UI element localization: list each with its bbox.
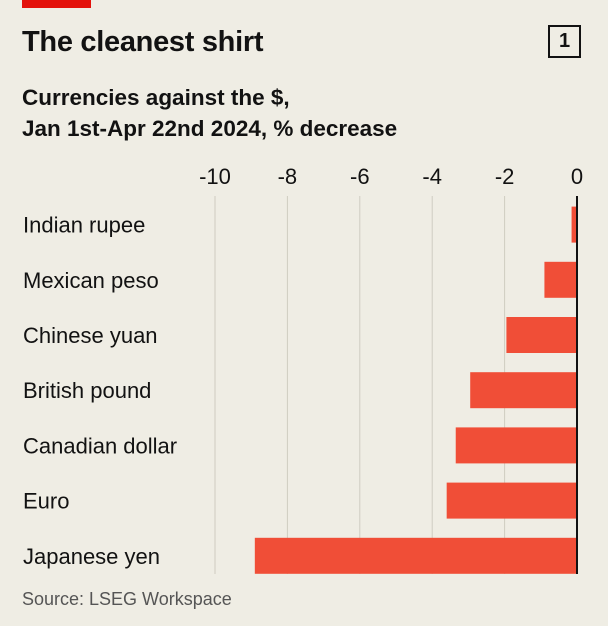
bar (544, 261, 577, 298)
chart-number-badge: 1 (548, 25, 581, 58)
category-label: Japanese yen (23, 544, 160, 569)
bar (446, 482, 577, 519)
x-tick-label: 0 (571, 164, 583, 189)
bar (455, 427, 577, 464)
subtitle-line-2: Jan 1st-Apr 22nd 2024, % decrease (22, 116, 398, 141)
bar (470, 372, 577, 409)
bar (571, 206, 577, 243)
bar (506, 317, 577, 353)
category-label: Chinese yuan (23, 323, 158, 348)
category-label: Indian rupee (23, 213, 145, 238)
accent-bar (22, 0, 91, 8)
chart-title: The cleanest shirt (22, 26, 264, 58)
x-tick-label: -10 (199, 164, 231, 189)
x-tick-label: -2 (495, 164, 515, 189)
chart-subtitle: Currencies against the $, Jan 1st-Apr 22… (22, 82, 582, 144)
category-label: British pound (23, 378, 151, 403)
category-label: Euro (23, 489, 69, 514)
x-tick-label: -8 (278, 164, 298, 189)
x-tick-label: -6 (350, 164, 370, 189)
x-tick-label: -4 (422, 164, 442, 189)
category-label: Canadian dollar (23, 433, 177, 458)
bar (254, 537, 577, 574)
category-label: Mexican peso (23, 268, 159, 293)
source-note: Source: LSEG Workspace (22, 589, 232, 609)
subtitle-line-1: Currencies against the $, (22, 85, 290, 110)
